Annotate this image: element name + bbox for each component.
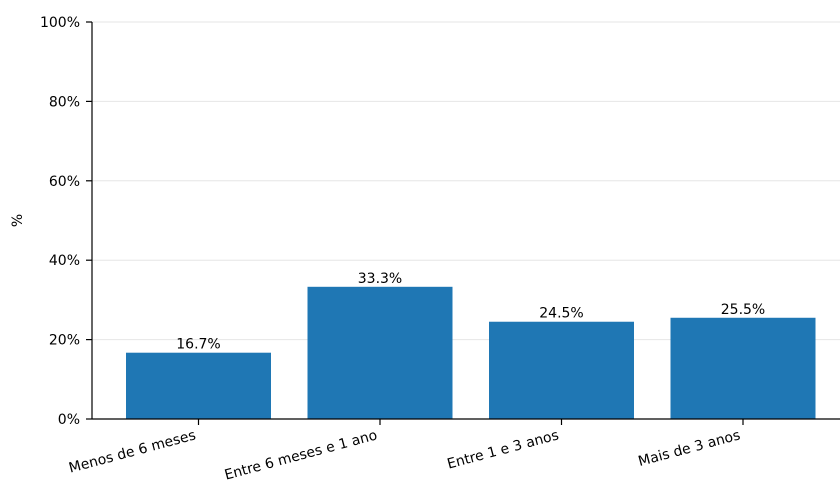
bar-value-label: 16.7% <box>176 337 220 353</box>
bar <box>307 286 453 419</box>
y-tick-label: 40% <box>49 253 80 269</box>
data-labels: 16.7% 33.3% 24.5% 25.5% <box>176 271 765 353</box>
y-tick-label: 100% <box>40 15 80 31</box>
bar <box>670 317 816 419</box>
y-tick-label: 0% <box>58 412 80 428</box>
y-tick-label: 20% <box>49 333 80 349</box>
x-tick-label: Menos de 6 meses <box>67 427 197 476</box>
y-tick-label: 60% <box>49 174 80 190</box>
bar <box>126 352 271 419</box>
y-axis-label: % <box>10 214 26 227</box>
y-tick-label: 80% <box>49 94 80 110</box>
x-tick-label: Entre 6 meses e 1 ano <box>223 427 379 483</box>
bar-value-label: 24.5% <box>539 306 583 322</box>
y-ticks: 0% 20% 40% 60% 80% 100% <box>40 15 92 428</box>
bar <box>489 321 634 419</box>
x-tick-label: Mais de 3 anos <box>637 427 742 470</box>
bars <box>126 286 816 419</box>
bar-value-label: 25.5% <box>721 302 765 318</box>
axes <box>91 22 840 420</box>
x-tick-label: Entre 1 e 3 anos <box>445 427 560 472</box>
gridlines <box>92 21 840 341</box>
x-ticks: Menos de 6 meses Entre 6 meses e 1 ano Ent… <box>67 419 744 484</box>
bar-value-label: 33.3% <box>358 271 402 287</box>
